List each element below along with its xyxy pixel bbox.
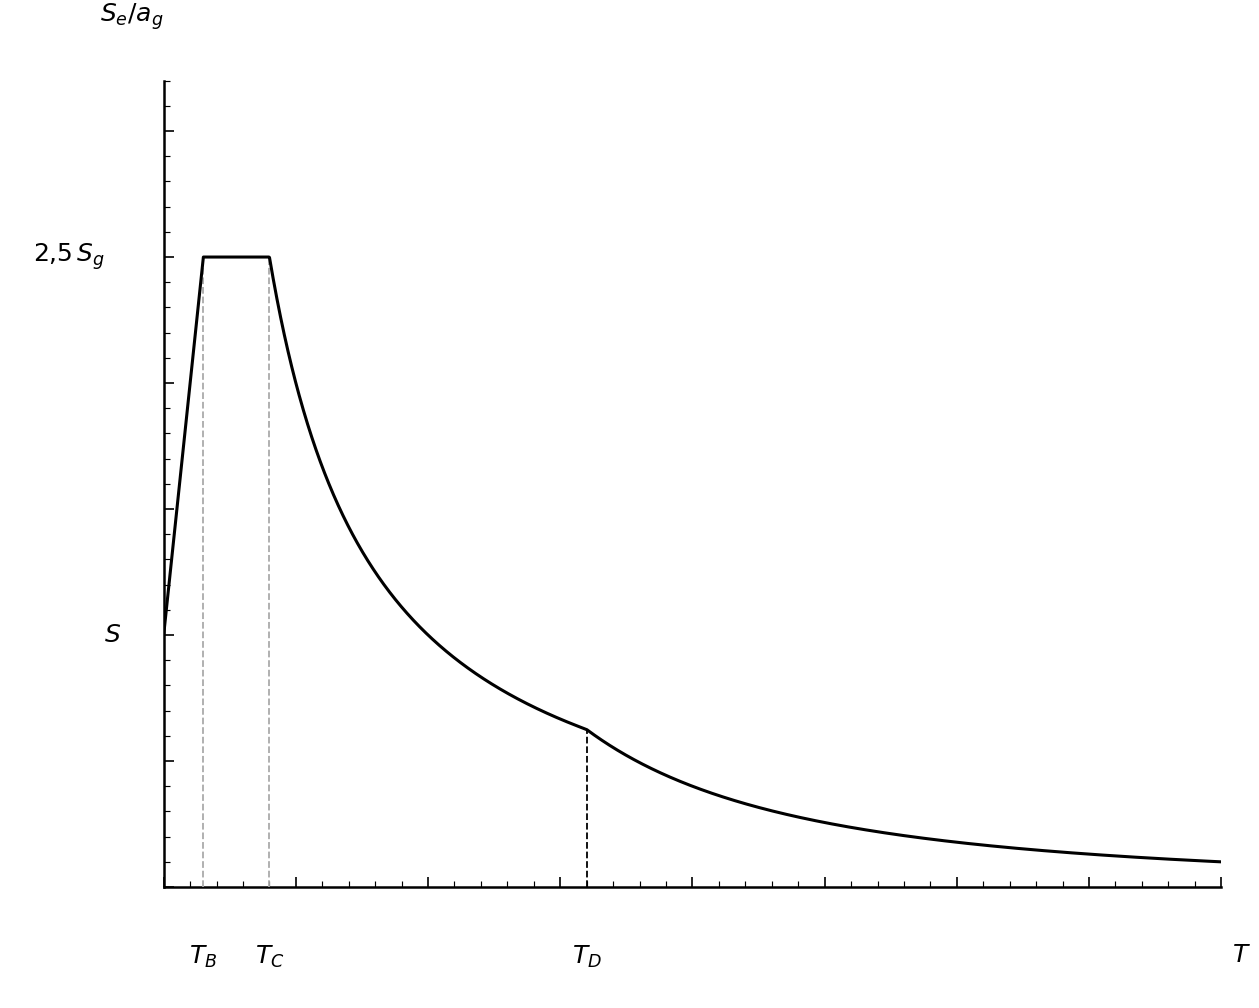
Text: $T_C$: $T_C$ xyxy=(254,943,285,970)
Text: $T$: $T$ xyxy=(1231,943,1250,968)
Text: $T_D$: $T_D$ xyxy=(572,943,602,970)
Text: $S_e / a_g$: $S_e / a_g$ xyxy=(101,2,164,32)
Text: $S$: $S$ xyxy=(104,623,121,647)
Text: $2{,}5\,S_g$: $2{,}5\,S_g$ xyxy=(34,242,106,272)
Text: $T_B$: $T_B$ xyxy=(189,943,218,970)
